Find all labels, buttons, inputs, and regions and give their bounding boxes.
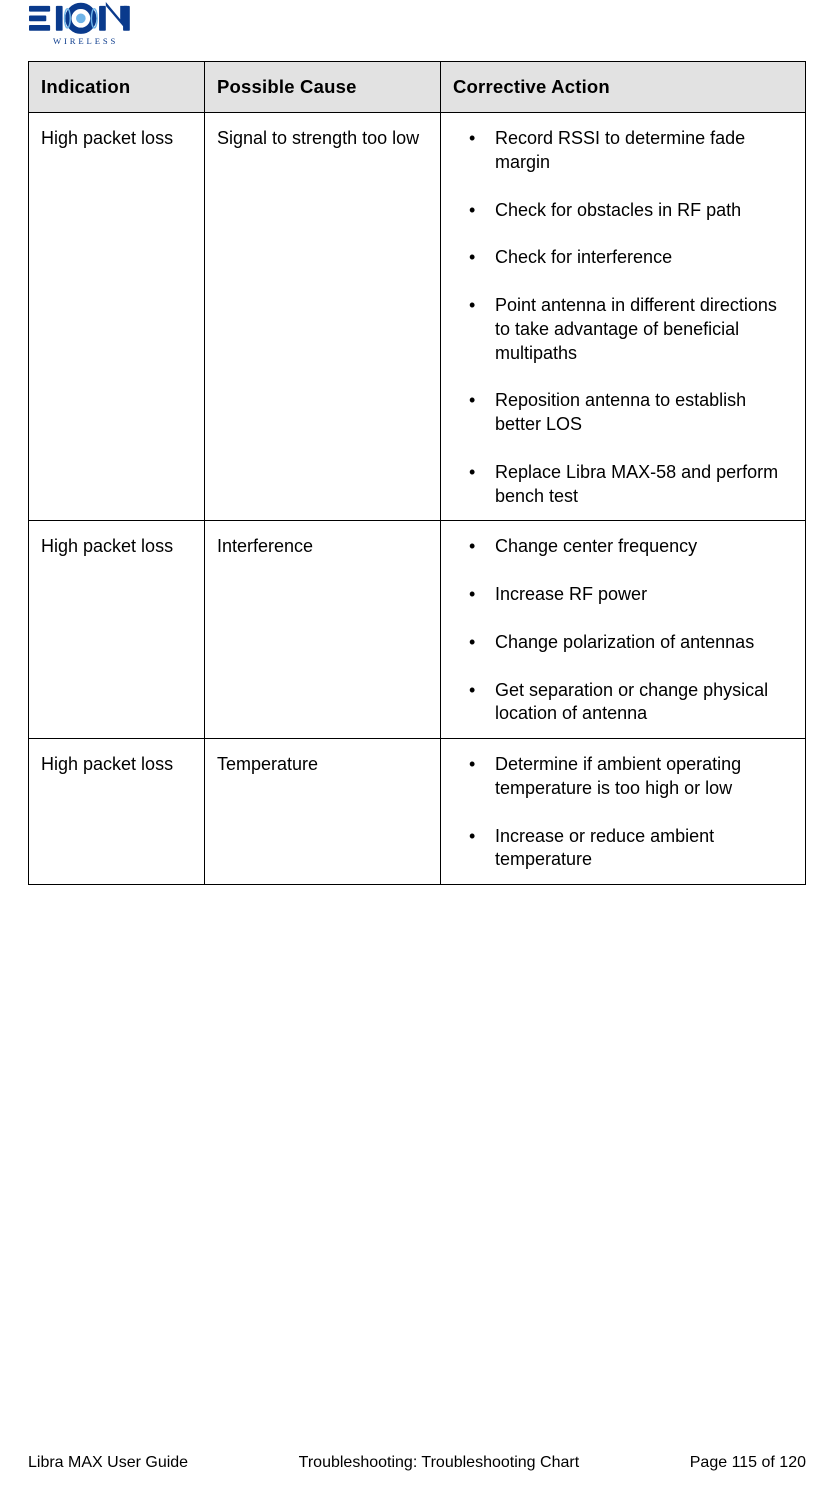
footer-left: Libra MAX User Guide	[28, 1454, 188, 1472]
table-row: High packet loss Temperature Determine i…	[29, 739, 806, 885]
footer-center: Troubleshooting: Troubleshooting Chart	[299, 1454, 579, 1472]
cell-indication: High packet loss	[29, 739, 205, 885]
cell-actions: Change center frequency Increase RF powe…	[441, 521, 806, 739]
col-header-action: Corrective Action	[441, 62, 806, 113]
brand-logo: WIRELESS	[28, 0, 806, 61]
action-item: Determine if ambient operating temperatu…	[495, 753, 789, 801]
action-item: Check for interference	[495, 246, 789, 270]
cell-cause: Interference	[205, 521, 441, 739]
footer-right: Page 115 of 120	[690, 1454, 806, 1472]
cell-indication: High packet loss	[29, 113, 205, 521]
cell-actions: Determine if ambient operating temperatu…	[441, 739, 806, 885]
col-header-indication: Indication	[29, 62, 205, 113]
action-item: Record RSSI to determine fade margin	[495, 127, 789, 175]
cell-indication: High packet loss	[29, 521, 205, 739]
action-item: Change center frequency	[495, 535, 789, 559]
col-header-cause: Possible Cause	[205, 62, 441, 113]
action-item: Change polarization of antennas	[495, 631, 789, 655]
action-item: Check for obstacles in RF path	[495, 199, 789, 223]
action-item: Reposition antenna to establish better L…	[495, 389, 789, 437]
logo-subtext: WIRELESS	[53, 36, 118, 46]
table-row: High packet loss Interference Change cen…	[29, 521, 806, 739]
table-row: High packet loss Signal to strength too …	[29, 113, 806, 521]
page-footer: Libra MAX User Guide Troubleshooting: Tr…	[28, 1454, 806, 1472]
cell-cause: Temperature	[205, 739, 441, 885]
cell-cause: Signal to strength too low	[205, 113, 441, 521]
action-item: Get separation or change physical locati…	[495, 679, 789, 727]
action-item: Point antenna in different directions to…	[495, 294, 789, 365]
action-item: Replace Libra MAX-58 and perform bench t…	[495, 461, 789, 509]
cell-actions: Record RSSI to determine fade margin Che…	[441, 113, 806, 521]
troubleshooting-table: Indication Possible Cause Corrective Act…	[28, 61, 806, 885]
action-item: Increase or reduce ambient temperature	[495, 825, 789, 873]
action-item: Increase RF power	[495, 583, 789, 607]
